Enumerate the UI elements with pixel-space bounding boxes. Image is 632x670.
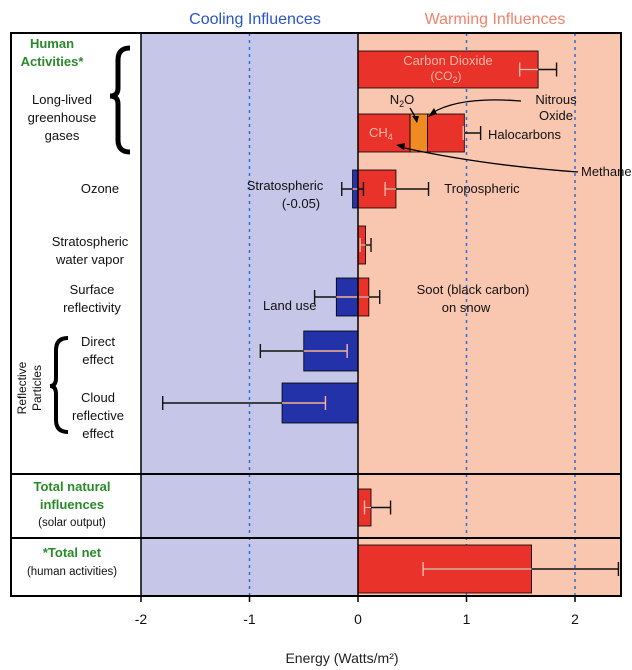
- label-reflective-particles: Reflective Particles: [15, 361, 44, 414]
- label-long-lived-3: gases: [45, 128, 80, 143]
- label-human-activities-2: Activities*: [21, 54, 85, 69]
- label-cloud-2: reflective: [72, 408, 124, 423]
- label-strat-water-2: water vapor: [55, 252, 125, 267]
- annotation-halocarbons: Halocarbons: [488, 127, 561, 142]
- annotation-stratospheric: Stratospheric: [247, 178, 324, 193]
- x-tick-label: -1: [243, 611, 256, 627]
- label-long-lived-1: Long-lived: [32, 92, 92, 107]
- annotation-nitrous-2: Oxide: [539, 108, 573, 123]
- category-labels: Human Activities* Long-lived greenhouse …: [21, 36, 129, 578]
- label-direct-2: effect: [82, 352, 114, 367]
- x-axis-title: Energy (Watts/m²): [285, 650, 398, 666]
- label-total-net-1: *Total net: [43, 545, 102, 560]
- label-total-natural-1: Total natural: [33, 479, 110, 494]
- x-tick-label: 1: [463, 611, 471, 627]
- label-strat-water-1: Stratospheric: [52, 234, 129, 249]
- annotation-co2: (CO2): [430, 69, 461, 85]
- label-cloud-1: Cloud: [81, 390, 115, 405]
- annotation-nitrous-1: Nitrous: [535, 92, 577, 107]
- brace-reflective: [50, 338, 68, 432]
- label-human-activities-1: Human: [30, 36, 74, 51]
- label-surface-1: Surface: [70, 282, 115, 297]
- cooling-header: Cooling Influences: [189, 11, 321, 28]
- annotation-soot-1: Soot (black carbon): [417, 282, 530, 297]
- x-ticks: -2 -1 0 1 2: [135, 596, 579, 627]
- annotation-tropospheric: Tropospheric: [444, 181, 520, 196]
- x-tick-label: 0: [354, 611, 362, 627]
- label-direct-1: Direct: [81, 334, 115, 349]
- bar-nitrous-oxide: [410, 114, 427, 152]
- warming-header: Warming Influences: [425, 11, 566, 28]
- brace-long-lived: [110, 48, 130, 152]
- annotation-strat-value: (-0.05): [282, 196, 320, 211]
- label-surface-2: reflectivity: [63, 300, 121, 315]
- label-total-natural-2: influences: [40, 497, 104, 512]
- annotation-methane: Methane: [581, 164, 632, 179]
- label-reflective: Reflective: [15, 361, 29, 414]
- x-tick-label: -2: [135, 611, 148, 627]
- label-cloud-3: effect: [82, 426, 114, 441]
- label-total-natural-3: (solar output): [38, 517, 106, 529]
- label-total-net-2: (human activities): [27, 566, 117, 578]
- annotation-carbon-dioxide: Carbon Dioxide: [403, 53, 493, 68]
- bar-halocarbons: [427, 114, 464, 152]
- x-tick-label: 2: [571, 611, 579, 627]
- label-particles: Particles: [30, 365, 44, 411]
- annotation-land-use: Land use: [263, 298, 317, 313]
- label-ozone: Ozone: [81, 181, 119, 196]
- label-long-lived-2: greenhouse: [28, 110, 97, 125]
- annotation-soot-2: on snow: [442, 300, 491, 315]
